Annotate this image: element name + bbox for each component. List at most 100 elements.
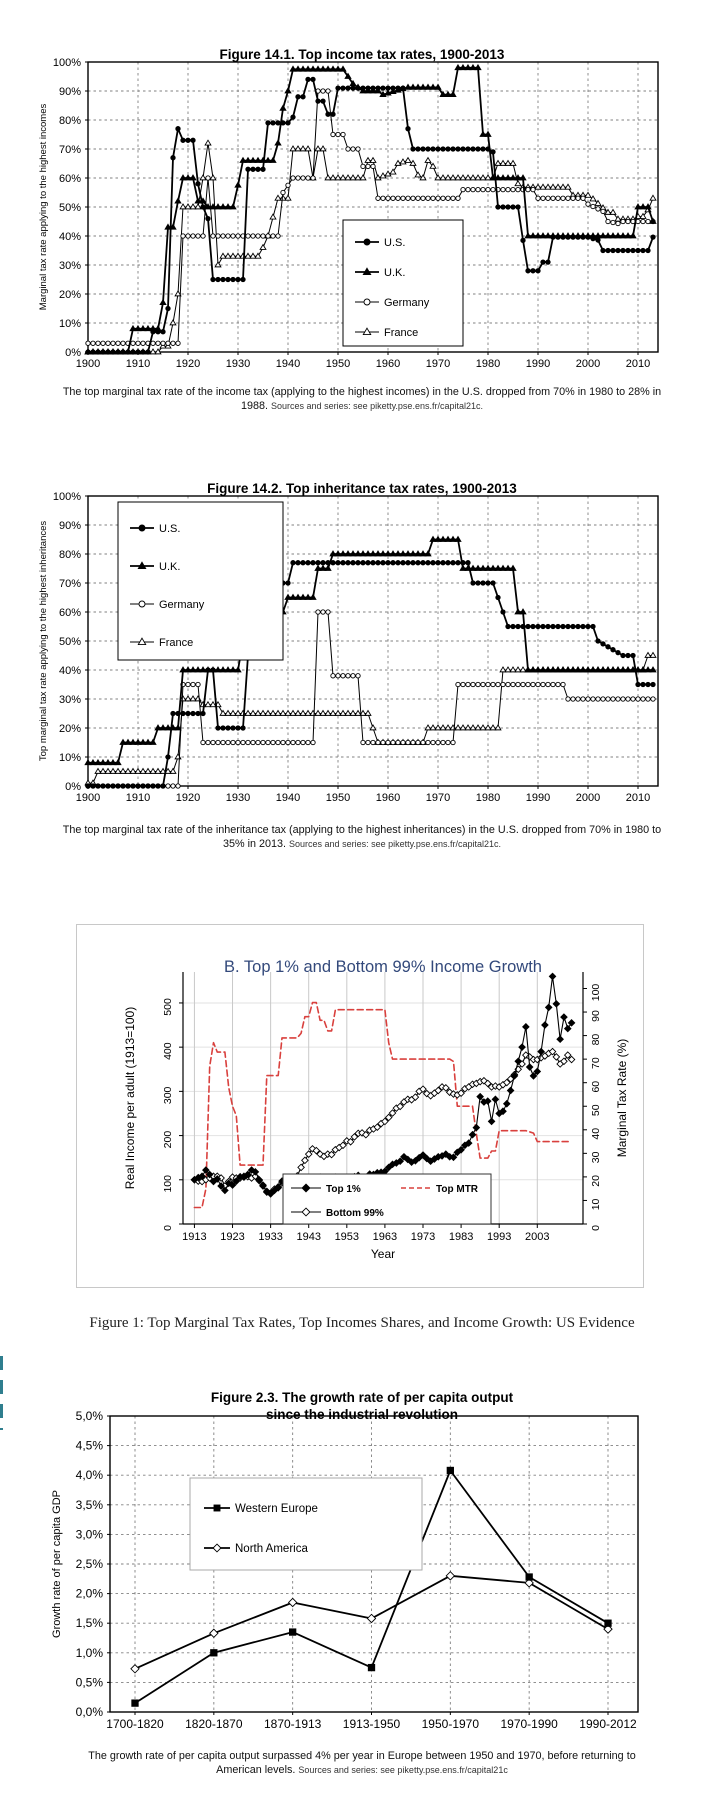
svg-text:France: France — [384, 327, 418, 339]
svg-text:90%: 90% — [59, 86, 81, 98]
income-growth-title: B. Top 1% and Bottom 99% Income Growth — [224, 957, 542, 976]
svg-text:1910: 1910 — [126, 792, 150, 804]
figure-14-1-caption: The top marginal tax rate of the income … — [62, 385, 662, 414]
svg-text:1963: 1963 — [373, 1231, 397, 1243]
svg-text:1960: 1960 — [376, 792, 400, 804]
svg-text:Top 1%: Top 1% — [326, 1184, 361, 1195]
svg-text:1900: 1900 — [76, 792, 100, 804]
svg-text:1960: 1960 — [376, 358, 400, 370]
svg-text:2010: 2010 — [626, 792, 650, 804]
svg-text:1970: 1970 — [426, 358, 450, 370]
caption-source: Sources and series: see piketty.pse.ens.… — [271, 401, 483, 412]
svg-text:200: 200 — [162, 1131, 174, 1149]
svg-text:1920: 1920 — [176, 358, 200, 370]
svg-text:80%: 80% — [59, 549, 81, 561]
svg-text:0%: 0% — [65, 781, 81, 793]
svg-text:1820-1870: 1820-1870 — [185, 1717, 243, 1731]
caption-text: The top marginal tax rate of the inherit… — [62, 823, 662, 851]
svg-text:1983: 1983 — [449, 1231, 473, 1243]
svg-text:Year: Year — [371, 1247, 395, 1261]
svg-text:1980: 1980 — [476, 358, 500, 370]
svg-text:20%: 20% — [59, 289, 81, 301]
svg-text:1940: 1940 — [276, 792, 300, 804]
svg-text:30%: 30% — [59, 694, 81, 706]
svg-text:U.S.: U.S. — [159, 523, 180, 535]
svg-text:Germany: Germany — [384, 297, 430, 309]
figure-1-caption: Figure 1: Top Marginal Tax Rates, Top In… — [89, 1315, 635, 1331]
svg-text:2,0%: 2,0% — [76, 1587, 104, 1601]
svg-text:1700-1820: 1700-1820 — [106, 1717, 164, 1731]
svg-text:30: 30 — [590, 1151, 602, 1163]
svg-text:70%: 70% — [59, 144, 81, 156]
svg-text:60%: 60% — [59, 607, 81, 619]
svg-text:1870-1913: 1870-1913 — [264, 1717, 322, 1731]
figure-2-3-title-line1: Figure 2.3. The growth rate of per capit… — [210, 1390, 514, 1406]
svg-text:70: 70 — [590, 1057, 602, 1069]
svg-text:0,0%: 0,0% — [76, 1705, 104, 1719]
svg-text:500: 500 — [162, 998, 174, 1016]
inheritance-tax-chart: 0% 10% 20% 30% 40% 50% 60% 70% 80% 90% 100% 1900 191… — [38, 491, 659, 804]
svg-text:20%: 20% — [59, 723, 81, 735]
svg-text:50%: 50% — [59, 636, 81, 648]
svg-text:1,0%: 1,0% — [76, 1646, 104, 1660]
svg-text:50%: 50% — [59, 202, 81, 214]
svg-text:1900: 1900 — [76, 358, 100, 370]
svg-text:300: 300 — [162, 1086, 174, 1104]
svg-text:2000: 2000 — [576, 792, 600, 804]
caption-text: The growth rate of per capita output sur… — [88, 1749, 636, 1777]
svg-text:4,0%: 4,0% — [76, 1468, 104, 1482]
svg-text:1933: 1933 — [258, 1231, 282, 1243]
svg-text:1930: 1930 — [226, 792, 250, 804]
svg-text:Growth rate of per capita GDP: Growth rate of per capita GDP — [51, 1490, 63, 1638]
caption-text: The top marginal tax rate of the income … — [62, 385, 662, 413]
left-edge-artifact — [0, 1356, 3, 1430]
svg-text:0%: 0% — [65, 347, 81, 359]
svg-text:1943: 1943 — [296, 1231, 320, 1243]
svg-text:1970: 1970 — [426, 792, 450, 804]
svg-text:Western Europe: Western Europe — [235, 1503, 318, 1515]
svg-text:5,0%: 5,0% — [76, 1409, 104, 1423]
svg-text:1950: 1950 — [326, 358, 350, 370]
svg-text:40%: 40% — [59, 665, 81, 677]
caption-source: Sources and series: see piketty.pse.ens.… — [289, 839, 501, 850]
svg-text:80: 80 — [590, 1034, 602, 1046]
svg-text:1980: 1980 — [476, 792, 500, 804]
svg-text:1993: 1993 — [487, 1231, 511, 1243]
income-tax-chart: 0% 10% 20% 30% 40% 50% 60% 70% 80% 90% 100% 1900 191… — [38, 57, 659, 370]
svg-text:3,5%: 3,5% — [76, 1498, 104, 1512]
svg-text:1950: 1950 — [326, 792, 350, 804]
income-growth-frame — [76, 924, 644, 1288]
svg-text:400: 400 — [162, 1042, 174, 1060]
svg-text:1990-2012: 1990-2012 — [579, 1717, 637, 1731]
svg-text:Marginal tax rate applying to: Marginal tax rate applying to the highes… — [38, 104, 49, 311]
svg-text:80%: 80% — [59, 115, 81, 127]
svg-text:90%: 90% — [59, 520, 81, 532]
svg-text:100: 100 — [590, 984, 602, 1002]
figure-2-3-caption: The growth rate of per capita output sur… — [82, 1749, 642, 1778]
svg-text:2010: 2010 — [626, 358, 650, 370]
figure-2-3-title-line2: since the industrial revolution — [265, 1407, 459, 1423]
svg-text:U.K.: U.K. — [159, 561, 180, 573]
svg-text:70%: 70% — [59, 578, 81, 590]
svg-text:1913-1950: 1913-1950 — [343, 1717, 401, 1731]
svg-text:U.K.: U.K. — [384, 267, 405, 279]
svg-text:Bottom 99%: Bottom 99% — [326, 1208, 384, 1219]
svg-text:1950-1970: 1950-1970 — [422, 1717, 480, 1731]
svg-text:3,0%: 3,0% — [76, 1527, 104, 1541]
svg-text:1910: 1910 — [126, 358, 150, 370]
svg-text:1920: 1920 — [176, 792, 200, 804]
svg-text:0,5%: 0,5% — [76, 1675, 104, 1689]
svg-text:1940: 1940 — [276, 358, 300, 370]
svg-text:2,5%: 2,5% — [76, 1557, 104, 1571]
svg-text:30%: 30% — [59, 260, 81, 272]
svg-text:90: 90 — [590, 1010, 602, 1022]
svg-text:1,5%: 1,5% — [76, 1616, 104, 1630]
svg-text:Top MTR: Top MTR — [436, 1184, 479, 1195]
figure-14-2-caption: The top marginal tax rate of the inherit… — [62, 823, 662, 852]
caption-source: Sources and series: see piketty.pse.ens.… — [298, 1765, 508, 1776]
svg-text:1990: 1990 — [526, 792, 550, 804]
svg-text:2000: 2000 — [576, 358, 600, 370]
svg-text:4,5%: 4,5% — [76, 1439, 104, 1453]
svg-text:1930: 1930 — [226, 358, 250, 370]
svg-text:U.S.: U.S. — [384, 237, 405, 249]
